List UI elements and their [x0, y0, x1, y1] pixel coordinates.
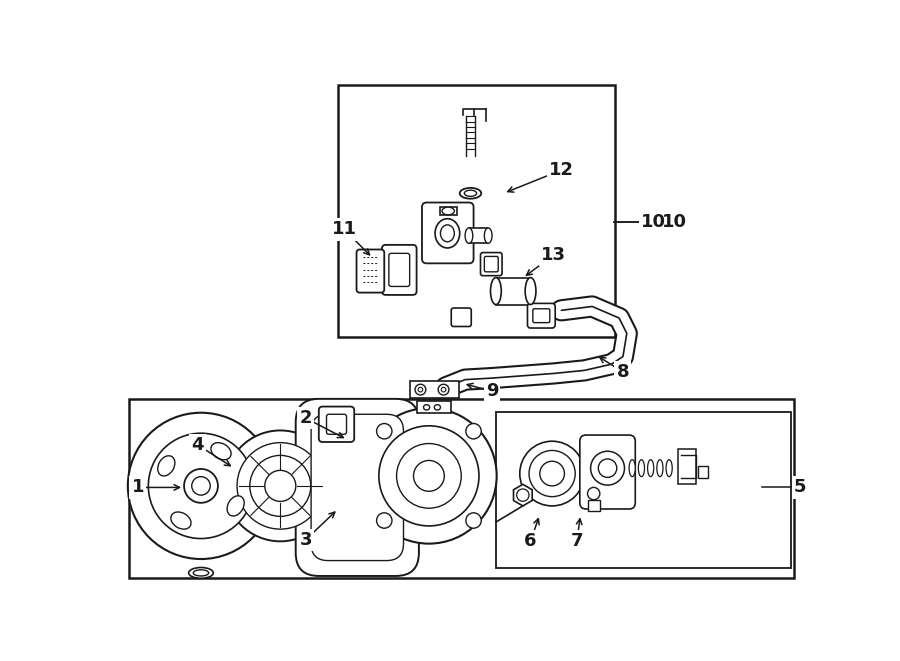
- FancyBboxPatch shape: [356, 249, 384, 293]
- Ellipse shape: [465, 228, 472, 243]
- Circle shape: [225, 430, 336, 541]
- Circle shape: [379, 426, 479, 526]
- Circle shape: [184, 469, 218, 503]
- FancyBboxPatch shape: [481, 253, 502, 276]
- Bar: [410, 381, 459, 398]
- FancyBboxPatch shape: [327, 414, 346, 434]
- Circle shape: [590, 451, 625, 485]
- FancyBboxPatch shape: [311, 414, 403, 561]
- Text: 4: 4: [192, 436, 204, 454]
- FancyBboxPatch shape: [527, 303, 555, 328]
- Bar: [698, 466, 707, 478]
- Ellipse shape: [526, 278, 536, 305]
- Circle shape: [441, 387, 446, 392]
- Text: 8: 8: [616, 363, 629, 381]
- Text: 5: 5: [794, 479, 806, 496]
- Circle shape: [237, 443, 323, 529]
- Ellipse shape: [442, 207, 454, 215]
- Text: 9: 9: [486, 382, 499, 400]
- FancyBboxPatch shape: [451, 308, 472, 327]
- Circle shape: [361, 408, 497, 543]
- Circle shape: [529, 450, 575, 496]
- Ellipse shape: [491, 278, 501, 305]
- Bar: [496, 278, 531, 305]
- Ellipse shape: [435, 219, 460, 248]
- Ellipse shape: [484, 228, 492, 243]
- Ellipse shape: [460, 188, 482, 199]
- Text: 2: 2: [300, 409, 312, 427]
- Circle shape: [415, 384, 426, 395]
- Bar: [496, 412, 791, 568]
- Circle shape: [148, 433, 254, 539]
- Polygon shape: [514, 485, 532, 506]
- Text: 3: 3: [300, 531, 312, 549]
- Bar: [588, 500, 599, 510]
- Ellipse shape: [648, 459, 653, 477]
- Circle shape: [466, 513, 482, 528]
- Circle shape: [418, 387, 423, 392]
- FancyBboxPatch shape: [296, 399, 418, 576]
- Ellipse shape: [227, 496, 244, 516]
- Circle shape: [128, 412, 274, 559]
- Circle shape: [376, 424, 392, 439]
- FancyBboxPatch shape: [484, 256, 499, 272]
- Bar: [440, 207, 456, 215]
- Bar: [338, 85, 616, 337]
- Text: 7: 7: [571, 532, 583, 551]
- Ellipse shape: [171, 512, 191, 529]
- Text: 6: 6: [525, 532, 536, 551]
- Bar: [129, 399, 794, 578]
- Ellipse shape: [435, 405, 440, 410]
- Circle shape: [265, 471, 296, 502]
- Text: 13: 13: [541, 246, 566, 264]
- Text: 11: 11: [332, 221, 356, 239]
- Circle shape: [517, 489, 529, 501]
- Bar: [679, 449, 696, 484]
- FancyBboxPatch shape: [382, 245, 417, 295]
- Circle shape: [598, 459, 616, 477]
- Text: 10: 10: [641, 213, 666, 231]
- Ellipse shape: [666, 459, 672, 477]
- FancyBboxPatch shape: [580, 435, 635, 509]
- Circle shape: [397, 444, 461, 508]
- Ellipse shape: [189, 568, 213, 578]
- Ellipse shape: [424, 405, 429, 410]
- Circle shape: [588, 487, 599, 500]
- Circle shape: [438, 384, 449, 395]
- Ellipse shape: [629, 459, 635, 477]
- Ellipse shape: [194, 570, 209, 576]
- Circle shape: [376, 513, 392, 528]
- Ellipse shape: [638, 459, 644, 477]
- Ellipse shape: [657, 459, 663, 477]
- Ellipse shape: [464, 190, 477, 196]
- Text: 12: 12: [549, 161, 574, 179]
- Circle shape: [466, 424, 482, 439]
- Circle shape: [192, 477, 211, 495]
- Text: 10: 10: [662, 213, 687, 231]
- Bar: [418, 401, 451, 412]
- FancyBboxPatch shape: [319, 407, 355, 442]
- Text: 1: 1: [131, 479, 144, 496]
- Circle shape: [520, 442, 584, 506]
- Bar: [469, 228, 488, 243]
- Ellipse shape: [211, 443, 231, 460]
- Ellipse shape: [158, 456, 175, 476]
- FancyBboxPatch shape: [533, 309, 550, 323]
- Ellipse shape: [440, 225, 454, 242]
- Circle shape: [413, 461, 445, 491]
- Circle shape: [540, 461, 564, 486]
- Circle shape: [250, 455, 310, 516]
- FancyBboxPatch shape: [389, 253, 410, 286]
- FancyBboxPatch shape: [422, 202, 473, 263]
